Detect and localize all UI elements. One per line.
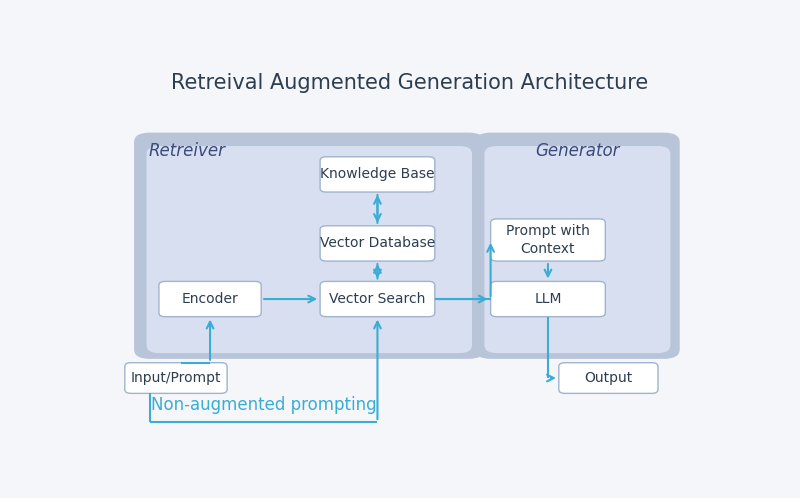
FancyBboxPatch shape <box>490 219 606 261</box>
FancyBboxPatch shape <box>134 132 485 359</box>
FancyBboxPatch shape <box>320 281 435 317</box>
FancyBboxPatch shape <box>475 132 680 359</box>
Text: Non-augmented prompting: Non-augmented prompting <box>151 396 377 414</box>
FancyBboxPatch shape <box>146 146 472 353</box>
FancyBboxPatch shape <box>485 146 670 353</box>
Text: Output: Output <box>584 371 633 385</box>
Text: Generator: Generator <box>535 142 620 160</box>
FancyBboxPatch shape <box>320 226 435 261</box>
Text: Vector Search: Vector Search <box>330 292 426 306</box>
Text: Retreiver: Retreiver <box>148 142 226 160</box>
Text: Input/Prompt: Input/Prompt <box>130 371 221 385</box>
Text: LLM: LLM <box>534 292 562 306</box>
FancyBboxPatch shape <box>320 157 435 192</box>
Text: Prompt with
Context: Prompt with Context <box>506 224 590 256</box>
FancyBboxPatch shape <box>490 281 606 317</box>
FancyBboxPatch shape <box>558 363 658 393</box>
Text: Encoder: Encoder <box>182 292 238 306</box>
Text: Vector Database: Vector Database <box>320 237 435 250</box>
Text: Retreival Augmented Generation Architecture: Retreival Augmented Generation Architect… <box>171 73 649 93</box>
FancyBboxPatch shape <box>125 363 227 393</box>
FancyBboxPatch shape <box>159 281 262 317</box>
Text: Knowledge Base: Knowledge Base <box>320 167 434 181</box>
